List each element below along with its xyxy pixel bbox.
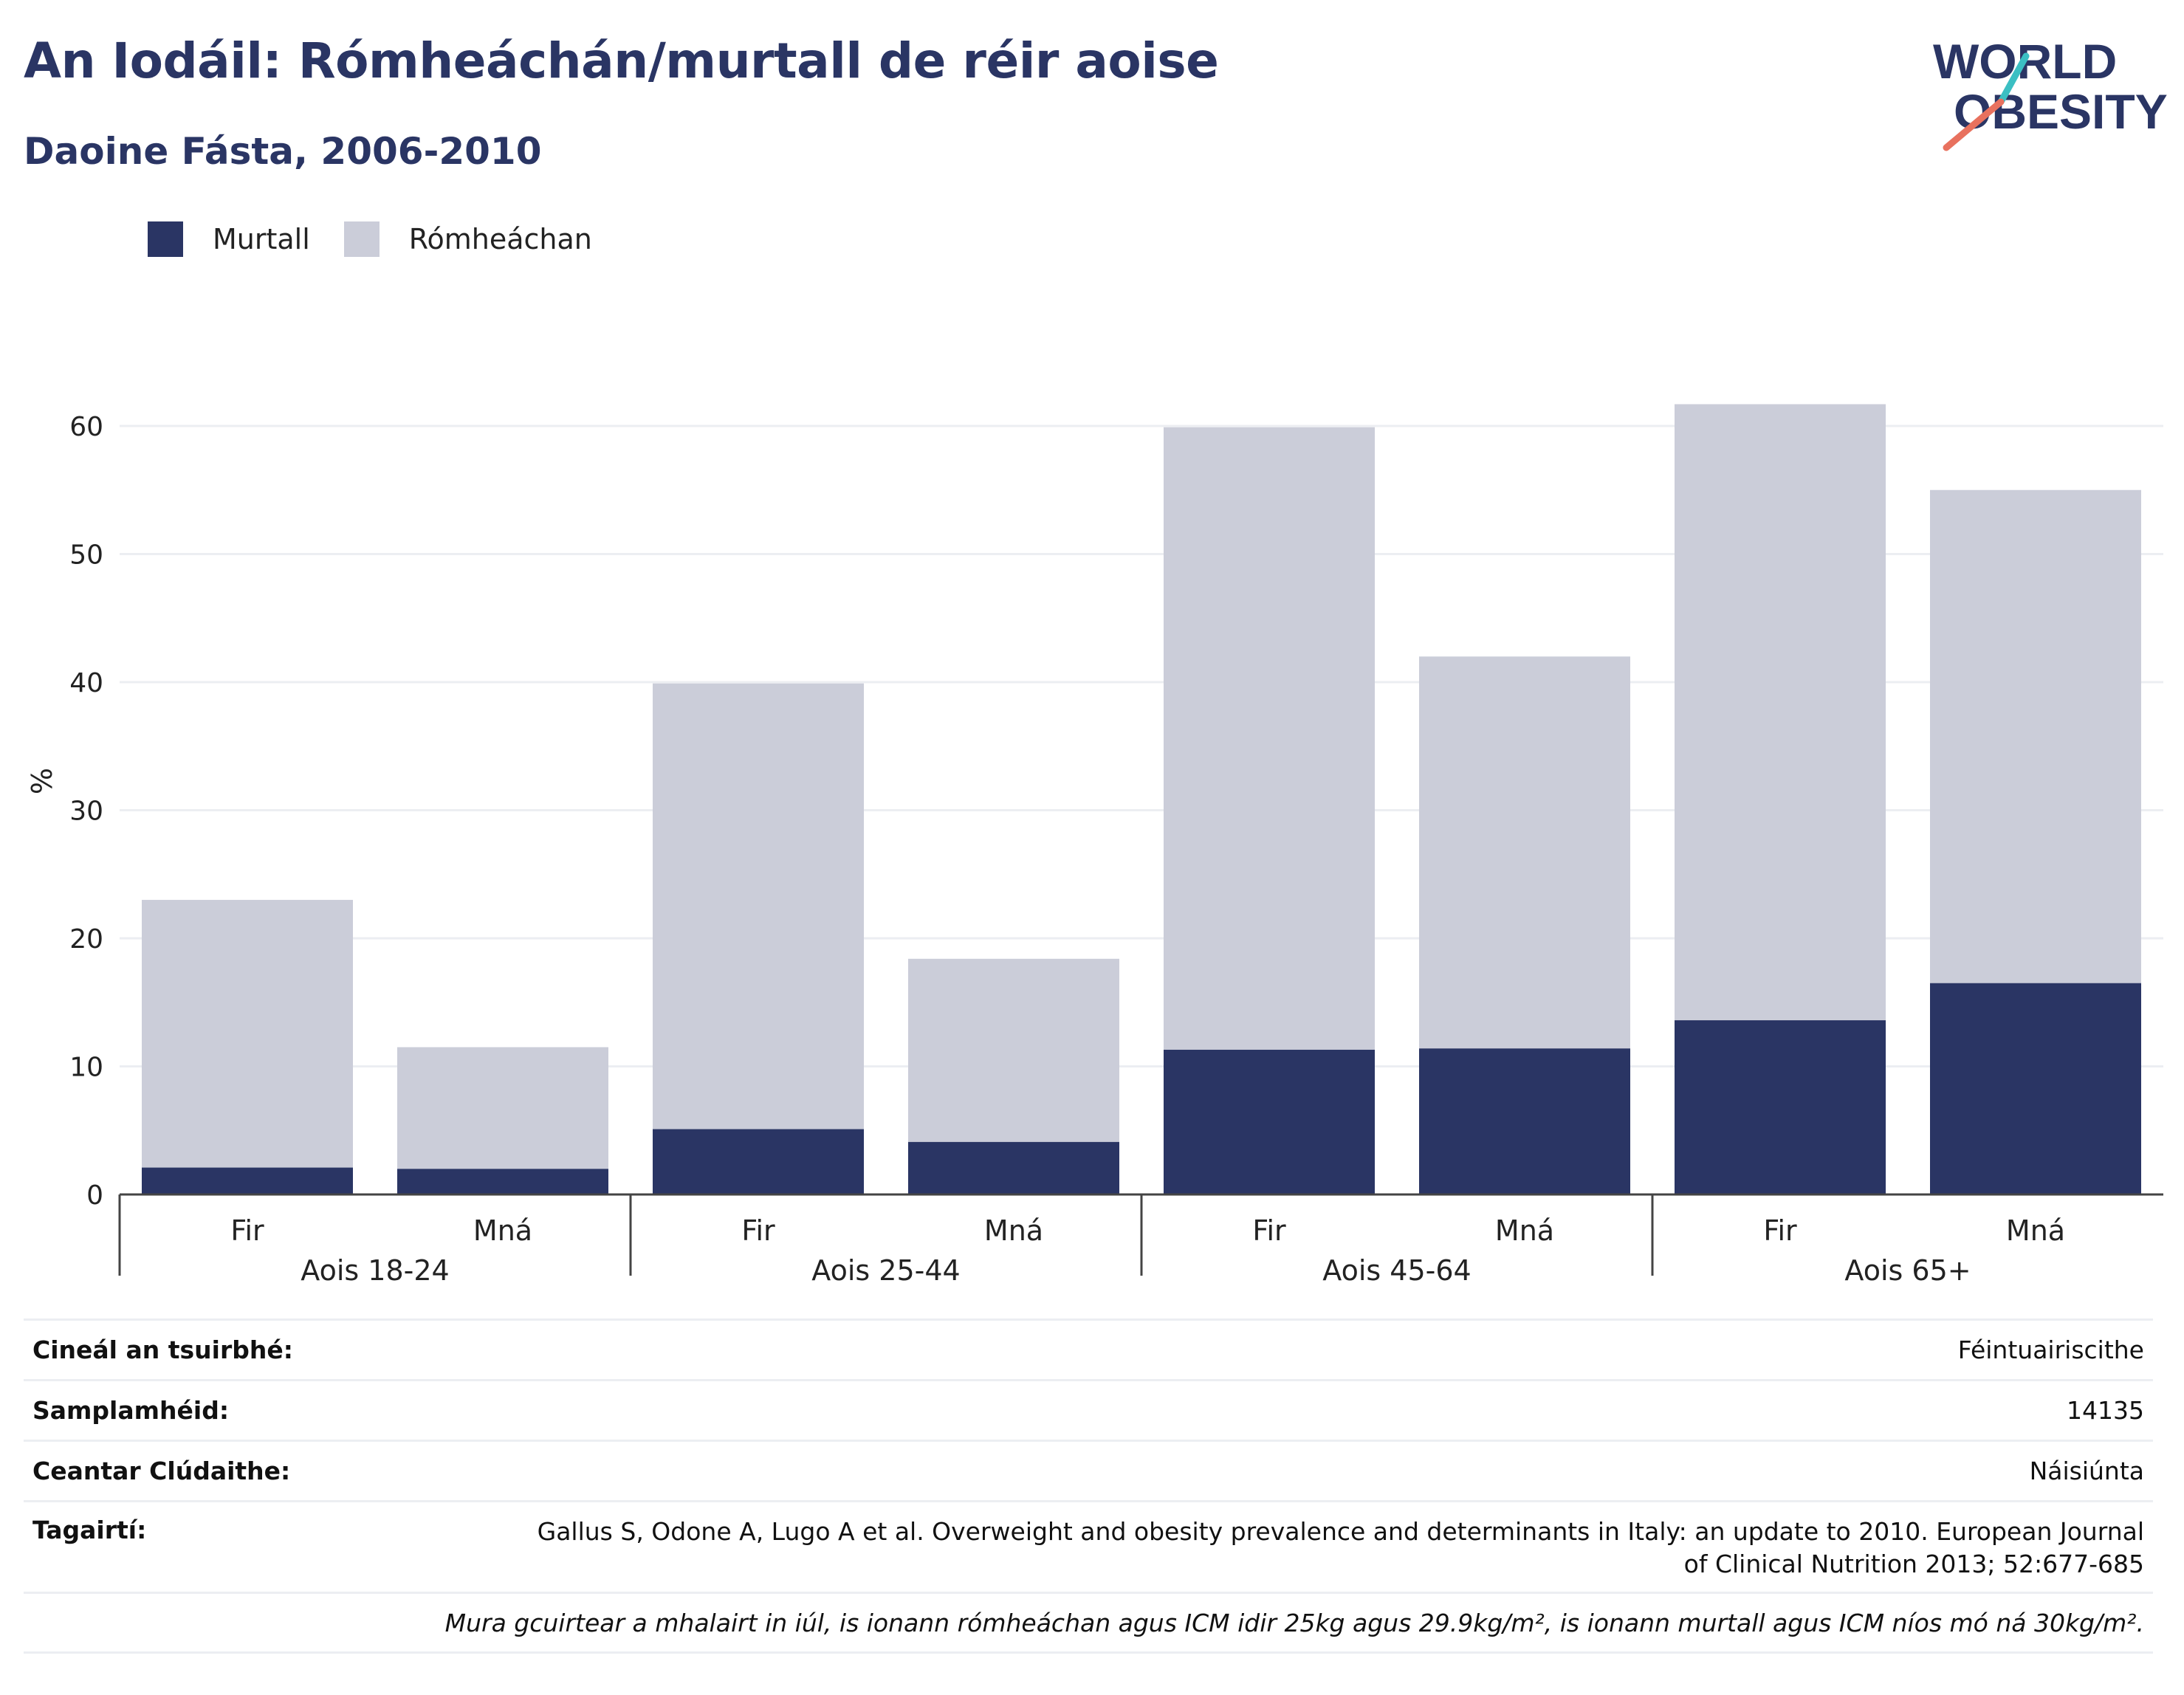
x-tick-label: Mná <box>473 1214 532 1247</box>
info-label: Samplamhéid: <box>32 1396 230 1425</box>
bar-overweight <box>908 958 1119 1142</box>
bar-overweight <box>142 899 353 1168</box>
group-label: Aois 18-24 <box>301 1254 449 1287</box>
info-label: Ceantar Clúdaithe: <box>32 1457 291 1485</box>
chart-title: An Iodáil: Rómheáchán/murtall de réir ao… <box>24 32 1219 89</box>
info-row-coverage: Ceantar Clúdaithe: Náisiúnta <box>24 1440 2153 1500</box>
bar-overweight <box>397 1047 608 1169</box>
x-tick-label: Mná <box>984 1214 1043 1247</box>
logo-slash-teal <box>1997 52 2030 106</box>
group-label: Aois 45-64 <box>1322 1254 1471 1287</box>
world-obesity-logo: WORLD OBESITY <box>1933 34 2168 151</box>
bar-obese <box>653 1129 864 1194</box>
bar-obese <box>1419 1048 1630 1194</box>
bar-obese <box>397 1169 608 1194</box>
legend-label-obese: Murtall <box>213 223 310 255</box>
chart-subtitle: Daoine Fásta, 2006-2010 <box>24 130 542 173</box>
bar-obese <box>1164 1049 1375 1194</box>
legend-label-overweight: Rómheáchan <box>408 223 592 255</box>
y-tick-label: 40 <box>69 668 103 698</box>
y-tick-label: 60 <box>69 412 103 442</box>
legend-item-overweight[interactable]: Rómheáchan <box>343 221 592 257</box>
info-row-survey-type: Cineál an tsuirbhé: Féintuairiscithe <box>24 1318 2153 1379</box>
y-tick-label: 20 <box>69 924 103 955</box>
bar-overweight <box>1930 489 2141 983</box>
group-label: Aois 65+ <box>1844 1254 1971 1287</box>
x-tick-label: Fir <box>1763 1214 1797 1247</box>
bar-obese <box>908 1141 1119 1194</box>
info-value: 14135 <box>2067 1396 2144 1425</box>
x-tick-label: Mná <box>1495 1214 1554 1247</box>
x-tick-label: Fir <box>741 1214 775 1247</box>
survey-info-table: Cineál an tsuirbhé: Féintuairiscithe Sam… <box>24 1318 2153 1654</box>
legend-swatch-overweight <box>343 221 380 257</box>
info-label: Tagairtí: <box>32 1516 147 1544</box>
legend-swatch-obese <box>148 221 183 257</box>
info-row-references: Tagairtí: Gallus S, Odone A, Lugo A et a… <box>24 1500 2153 1592</box>
bar-chart: 0 10 20 30 40 50 60% Fir Mná Fir Mná Fir Mná Fir Mná Ao… <box>26 404 2163 1287</box>
chart-legend: Murtall Rómheáchan <box>148 219 626 260</box>
info-label: Cineál an tsuirbhé: <box>32 1335 293 1364</box>
info-row-sample-size: Samplamhéid: 14135 <box>24 1379 2153 1440</box>
x-tick-label: Fir <box>230 1214 264 1247</box>
group-label: Aois 25-44 <box>811 1254 960 1287</box>
bar-overweight <box>1164 427 1375 1050</box>
y-tick-label: 10 <box>69 1053 103 1083</box>
reference-link[interactable]: Gallus S, Odone A, Lugo A et al. Overwei… <box>537 1517 2144 1578</box>
legend-item-obese[interactable]: Murtall <box>148 221 310 257</box>
x-tick-label: Mná <box>2006 1214 2065 1247</box>
bar-obese <box>1675 1020 1886 1194</box>
x-tick-label: Fir <box>1252 1214 1286 1247</box>
logo-slash-coral <box>1943 98 2005 151</box>
y-tick-label: 30 <box>69 797 103 827</box>
bar-obese <box>142 1167 353 1194</box>
definition-note: Mura gcuirtear a mhalairt in iúl, is ion… <box>24 1592 2153 1654</box>
bar-overweight <box>1675 404 1886 1021</box>
bar-overweight <box>1419 656 1630 1049</box>
info-value: Féintuairiscithe <box>1957 1335 2144 1364</box>
bar-overweight <box>653 683 864 1130</box>
info-value: Náisiúnta <box>2029 1457 2144 1485</box>
y-axis-label: % <box>26 768 58 794</box>
bar-obese <box>1930 983 2141 1194</box>
y-tick-label: 0 <box>86 1180 103 1211</box>
y-tick-label: 50 <box>69 540 103 571</box>
